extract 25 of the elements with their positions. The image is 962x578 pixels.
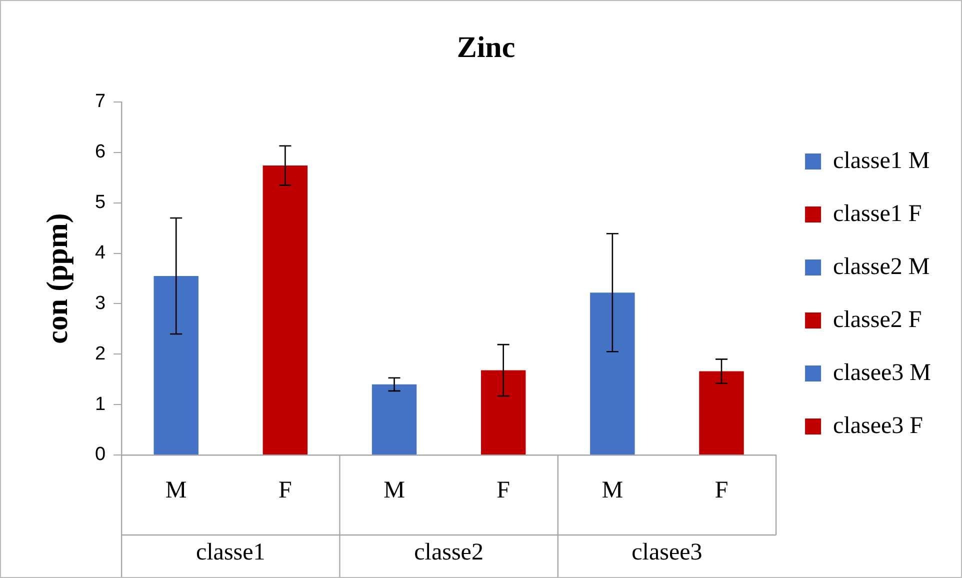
x-tick-label: F (714, 478, 728, 504)
text: clasee3 (632, 539, 702, 566)
y-tick-label: 3 (94, 292, 106, 314)
text: classe2 (414, 539, 484, 566)
chart-title: Zinc (456, 30, 516, 64)
x-tick-label: M (602, 478, 624, 504)
y-tick-label: 6 (94, 142, 106, 163)
y-axis-title: con (ppm) (40, 213, 74, 344)
y-tick-label: 5 (94, 192, 106, 214)
x-tick-label: F (496, 478, 510, 504)
legend-label: clasee3 M (833, 360, 932, 386)
legend-label: classe2 F (833, 306, 922, 333)
y-tick-label: 4 (94, 242, 106, 264)
legend-label: classe1 F (833, 200, 922, 227)
text: classe1 (196, 539, 266, 566)
y-tick-label: 1 (94, 394, 106, 415)
legend-label: classe1 M (833, 148, 930, 174)
y-tick-label: 7 (94, 91, 106, 112)
y-tick-label: 2 (94, 343, 106, 364)
y-tick-label: 0 (94, 444, 106, 466)
x-tick-label: M (165, 478, 187, 504)
legend-label: classe2 M (833, 254, 930, 280)
legend-label: clasee3 F (833, 412, 924, 439)
x-tick-label: M (384, 478, 405, 504)
x-tick-label: F (278, 478, 292, 504)
